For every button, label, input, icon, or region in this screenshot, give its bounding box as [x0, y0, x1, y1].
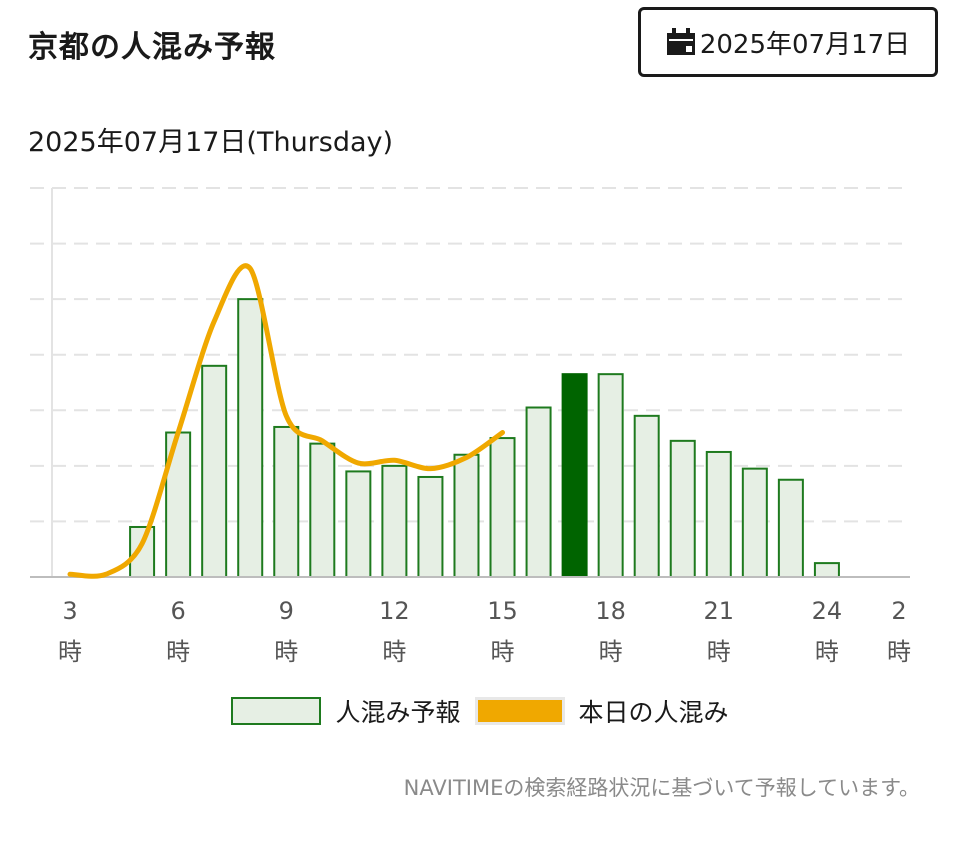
legend-swatch-line: [474, 697, 565, 725]
legend-label-forecast: 人混み予報: [335, 698, 461, 727]
x-tick-unit: 時: [707, 638, 731, 666]
bar: [453, 453, 480, 578]
x-tick-unit: 時: [166, 638, 190, 666]
bar: [777, 478, 804, 578]
bar: [417, 475, 444, 579]
page-title: 京都の人混み予報: [28, 30, 276, 65]
bar: [237, 298, 264, 578]
x-tick-label: 24: [812, 597, 843, 625]
chart-date-subtitle: 2025年07月17日(Thursday): [28, 127, 394, 158]
x-tick-unit: 時: [887, 638, 911, 666]
x-tick-label: 12: [379, 597, 410, 625]
x-tick-label: 3: [62, 597, 77, 625]
x-tick-label: 18: [595, 597, 626, 625]
bar: [381, 464, 408, 579]
bar: [345, 470, 372, 578]
legend-label-today: 本日の人混み: [578, 698, 729, 727]
bar: [525, 406, 552, 578]
x-tick-label: 15: [487, 597, 518, 625]
calendar-icon: [666, 28, 696, 56]
bar: [597, 373, 624, 578]
bar: [741, 467, 768, 578]
x-tick-unit: 時: [491, 638, 515, 666]
x-tick-label: 2: [891, 597, 906, 625]
x-tick-unit: 時: [58, 638, 82, 666]
x-tick-unit: 時: [599, 638, 623, 666]
legend-item-today[interactable]: 本日の人混み: [474, 693, 729, 729]
chart-legend: 人混み予報 本日の人混み: [0, 693, 960, 729]
crowd-forecast-chart: 3 時 6 時 9 時 12 時 15 時 18 時 21 時 24 時 2 時: [30, 187, 911, 666]
data-source-note: NAVITIMEの検索経路状況に基づいて予報しています。: [403, 776, 920, 800]
bar-current-hour: [561, 373, 588, 578]
bar: [309, 442, 336, 578]
legend-swatch-bar: [231, 697, 322, 725]
x-tick-unit: 時: [382, 638, 406, 666]
bar: [813, 562, 840, 578]
x-tick-label: 9: [279, 597, 294, 625]
bar: [669, 439, 696, 578]
bar: [489, 437, 516, 579]
x-tick-unit: 時: [274, 638, 298, 666]
x-tick-unit: 時: [815, 638, 839, 666]
date-button-label: 2025年07月17日: [699, 29, 911, 60]
legend-item-forecast[interactable]: 人混み予報: [231, 693, 461, 729]
x-tick-label: 21: [704, 597, 735, 625]
bar: [201, 364, 228, 579]
today-crowd-line: [67, 263, 506, 579]
bar: [705, 450, 732, 579]
bar: [633, 414, 660, 579]
date-picker-button[interactable]: 2025年07月17日: [638, 7, 938, 77]
bar: [273, 425, 300, 579]
bar: [129, 525, 156, 579]
x-tick-label: 6: [170, 597, 185, 625]
